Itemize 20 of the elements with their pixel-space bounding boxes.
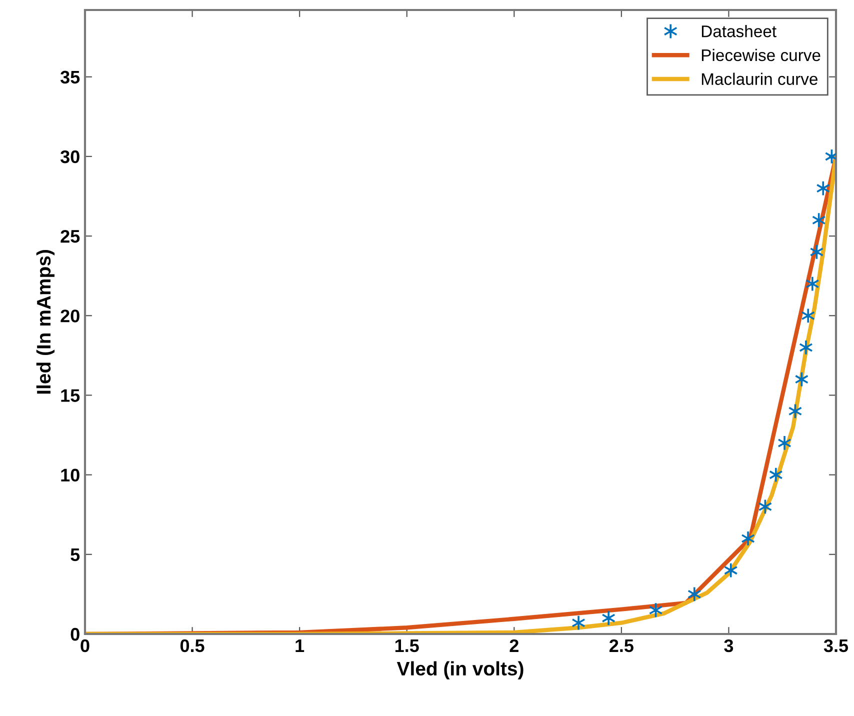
y-tick-label: 30 [60,150,80,164]
x-axis-title: Vled (in volts) [396,661,524,680]
y-tick-label: 5 [70,548,80,562]
y-tick-label: 15 [61,389,80,402]
x-tick-label: 3 [724,639,734,652]
x-tick-label: 0.5 [180,639,204,652]
y-axis-title: Iled (In mAmps) [36,250,54,394]
y-tick-label: 20 [60,310,80,322]
x-tick-label: 3.5 [824,639,848,652]
y-tick-label: 25 [60,230,80,243]
y-tick-label: 10 [61,468,80,482]
x-tick-label: 1.5 [395,640,419,652]
x-tick-label: 2 [510,639,518,652]
y-tick-label: 35 [60,70,80,84]
x-tick-label: 0 [80,639,90,652]
x-tick-label: 2.5 [610,639,634,652]
y-tick-label: 0 [70,628,80,641]
x-tick-label: 1 [296,640,304,652]
legend-label: Maclaurin curve [702,72,818,85]
legend-label: Piecewise curve [702,48,820,62]
